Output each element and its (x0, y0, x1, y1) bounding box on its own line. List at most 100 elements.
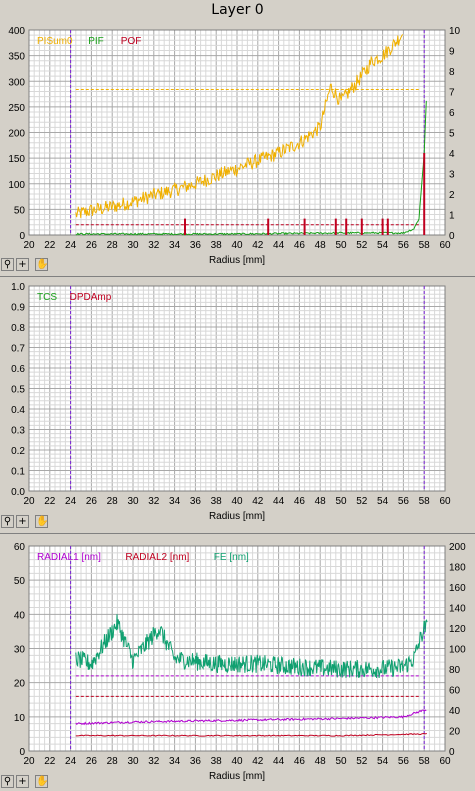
legend-entry: RADIAL2 [nm] (125, 552, 189, 563)
y2-tick-label: 3 (449, 170, 455, 181)
y-tick-label: 50 (14, 576, 26, 587)
x-tick-label: 34 (169, 756, 181, 767)
x-tick-label: 26 (86, 756, 98, 767)
zoom-icon[interactable]: ⚲ (1, 775, 14, 788)
y2-tick-label: 80 (449, 665, 461, 676)
x-tick-label: 42 (252, 240, 264, 251)
x-tick-label: 20 (23, 240, 35, 251)
y-tick-label: 10 (14, 713, 26, 724)
y-tick-label: 0.2 (11, 446, 25, 457)
plus-icon[interactable]: + (16, 515, 29, 528)
x-tick-label: 46 (294, 496, 306, 507)
x-tick-label: 54 (377, 496, 389, 507)
panel-separator (0, 276, 475, 277)
y-tick-label: 200 (8, 129, 25, 140)
y-tick-label: 1.0 (11, 282, 25, 293)
x-tick-label: 22 (44, 496, 56, 507)
x-tick-label: 50 (335, 756, 347, 767)
x-tick-label: 56 (398, 756, 410, 767)
y2-tick-label: 8 (449, 67, 455, 78)
x-tick-label: 42 (252, 756, 264, 767)
chart-panel-bottom: 20 22 24 26 28 30 32 34 36 38 40 42 44 46 48 50 52 54 56 58… (0, 535, 475, 791)
x-tick-label: 56 (398, 496, 410, 507)
x-tick-label: 60 (439, 240, 451, 251)
chart-toolbar: ⚲ + ✋ (0, 258, 60, 274)
x-tick-label: 30 (127, 240, 139, 251)
x-tick-label: 24 (65, 240, 77, 251)
legend-entry: PISum0 (37, 36, 73, 47)
x-tick-label: 52 (356, 756, 368, 767)
x-tick-label: 40 (231, 240, 243, 251)
x-tick-label: 48 (315, 496, 327, 507)
x-tick-label: 44 (273, 496, 285, 507)
legend-entry: PIF (88, 36, 104, 47)
y-tick-label: 0.3 (11, 426, 25, 437)
x-tick-label: 50 (335, 496, 347, 507)
plus-icon[interactable]: + (16, 258, 29, 271)
x-tick-label: 34 (169, 240, 181, 251)
x-tick-label: 20 (23, 756, 35, 767)
x-tick-label: 36 (190, 240, 202, 251)
x-tick-label: 22 (44, 756, 56, 767)
plus-icon[interactable]: + (16, 775, 29, 788)
y2-tick-label: 200 (449, 542, 466, 553)
x-tick-label: 40 (231, 496, 243, 507)
x-tick-label: 60 (439, 756, 451, 767)
x-tick-label: 58 (419, 756, 431, 767)
y2-tick-label: 7 (449, 88, 455, 99)
panel-separator (0, 533, 475, 534)
x-tick-label: 58 (419, 496, 431, 507)
x-tick-label: 54 (377, 756, 389, 767)
x-tick-label: 28 (107, 240, 119, 251)
x-tick-label: 30 (127, 756, 139, 767)
y2-tick-label: 2 (449, 190, 455, 201)
chart-toolbar: ⚲ + ✋ (0, 775, 60, 791)
x-tick-label: 32 (148, 756, 160, 767)
y2-tick-label: 4 (449, 149, 455, 160)
zoom-icon[interactable]: ⚲ (1, 258, 14, 271)
y-tick-label: 60 (14, 542, 26, 553)
x-tick-label: 44 (273, 240, 285, 251)
legend-entry: FE [nm] (214, 552, 249, 563)
x-tick-label: 44 (273, 756, 285, 767)
x-tick-label: 38 (211, 496, 223, 507)
y-tick-label: 0.9 (11, 303, 25, 314)
y-tick-label: 0.7 (11, 344, 25, 355)
chart-bottom: 20 22 24 26 28 30 32 34 36 38 40 42 44 46 48 50 52 54 56 58… (14, 542, 466, 782)
x-tick-label: 28 (107, 756, 119, 767)
x-tick-label: 48 (315, 756, 327, 767)
y-tick-label: 0.8 (11, 323, 25, 334)
hand-pan-icon[interactable]: ✋ (35, 775, 49, 788)
x-tick-label: 38 (211, 240, 223, 251)
y-tick-label: 30 (14, 645, 26, 656)
grid (28, 285, 446, 492)
y2-tick-label: 100 (449, 645, 466, 656)
x-tick-label: 42 (252, 496, 264, 507)
hand-pan-icon[interactable]: ✋ (35, 515, 49, 528)
x-tick-label: 58 (419, 240, 431, 251)
x-tick-label: 34 (169, 496, 181, 507)
y2-tick-label: 40 (449, 706, 461, 717)
y2-tick-label: 0 (449, 231, 455, 242)
chart-panel-top: 20 22 24 26 28 30 32 34 36 38 40 42 44 46 48 50 52 54 56 58… (0, 22, 475, 275)
x-tick-label: 22 (44, 240, 56, 251)
y-tick-label: 40 (14, 610, 26, 621)
legend-entry: RADIAL1 [nm] (37, 552, 101, 563)
legend-entry: DPDAmp (70, 292, 112, 303)
y-tick-label: 300 (8, 77, 25, 88)
zoom-icon[interactable]: ⚲ (1, 515, 14, 528)
series-line-pif (75, 100, 427, 236)
x-tick-label: 24 (65, 496, 77, 507)
y-tick-label: 20 (14, 679, 26, 690)
x-tick-label: 46 (294, 756, 306, 767)
y-tick-label: 400 (8, 26, 25, 37)
x-tick-label: 36 (190, 496, 202, 507)
series-line-fe (75, 614, 428, 679)
hand-pan-icon[interactable]: ✋ (35, 258, 49, 271)
y-tick-label: 150 (8, 154, 25, 165)
plot-frame (28, 29, 446, 236)
x-tick-label: 26 (86, 240, 98, 251)
y2-tick-label: 60 (449, 686, 461, 697)
x-tick-label: 60 (439, 496, 451, 507)
y-tick-label: 0 (19, 231, 25, 242)
